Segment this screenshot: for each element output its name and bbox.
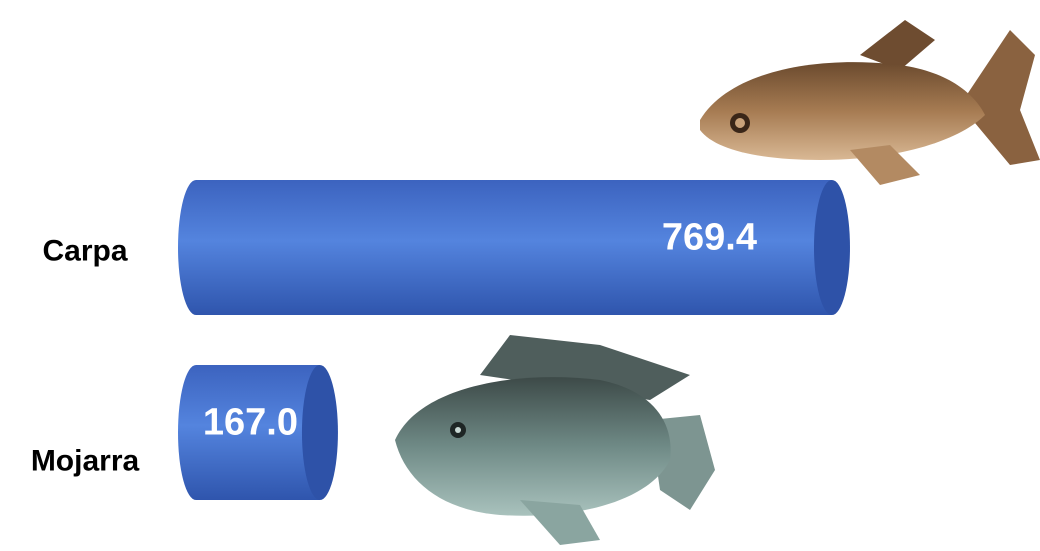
carp-illustration (700, 20, 1040, 185)
page: {"chart_data": {"type": "cylinder-bar", … (0, 0, 1040, 551)
value-label: 769.4 (662, 217, 757, 259)
bar-cap (302, 365, 338, 500)
category-label: Carpa (42, 234, 127, 267)
chart: Carpa Mojarra 769.4 167.0 (0, 0, 1040, 551)
bar-cap (814, 180, 850, 315)
category-label: Mojarra (31, 444, 140, 477)
value-label: 167.0 (203, 402, 298, 444)
tilapia-illustration (395, 335, 715, 545)
